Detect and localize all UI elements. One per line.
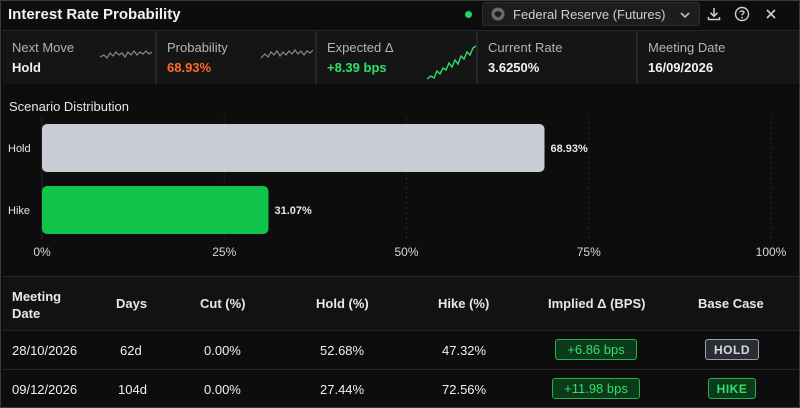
data-label: 68.93% bbox=[550, 143, 588, 155]
column-header-hold: Hold (%) bbox=[316, 296, 369, 311]
source-select-label: Federal Reserve (Futures) bbox=[513, 6, 666, 22]
stat-next-move: Next Move Hold bbox=[2, 31, 155, 84]
stat-divider bbox=[155, 31, 157, 84]
close-icon[interactable] bbox=[762, 5, 780, 23]
stat-value: +8.39 bps bbox=[327, 60, 387, 75]
stats-row: Next Move Hold Probability 68.93% Expect… bbox=[2, 30, 799, 84]
cell-meeting-date: 28/10/2026 bbox=[12, 343, 78, 358]
stat-expected-delta: Expected Δ +8.39 bps bbox=[317, 31, 477, 84]
stat-value: 3.6250% bbox=[488, 60, 540, 75]
stat-divider bbox=[315, 31, 317, 84]
x-tick-label: 50% bbox=[394, 245, 418, 259]
cell-cut: 0.00% bbox=[204, 382, 241, 397]
stat-meeting-date: Meeting Date 16/09/2026 bbox=[638, 31, 799, 84]
table-row[interactable]: 09/12/2026 104d 0.00% 27.44% 72.56% +11.… bbox=[2, 371, 799, 408]
x-tick-label: 100% bbox=[756, 245, 787, 259]
stat-label: Next Move bbox=[12, 40, 75, 55]
implied-delta-badge: +6.86 bps bbox=[555, 339, 637, 360]
help-icon[interactable] bbox=[733, 5, 751, 23]
live-status-indicator bbox=[465, 11, 472, 18]
implied-delta-badge: +11.98 bps bbox=[552, 378, 640, 399]
cell-hike: 47.32% bbox=[442, 343, 487, 358]
data-label: 31.07% bbox=[275, 205, 313, 217]
table-header: Meeting Date Days Cut (%) Hold (%) Hike … bbox=[2, 276, 799, 331]
column-header-days: Days bbox=[116, 296, 148, 311]
cell-days: 104d bbox=[118, 382, 147, 397]
cell-hold: 52.68% bbox=[320, 343, 365, 358]
x-tick-label: 25% bbox=[212, 245, 236, 259]
category-label: Hike bbox=[8, 205, 30, 217]
table-row[interactable]: 28/10/2026 62d 0.00% 52.68% 47.32% +6.86… bbox=[2, 332, 799, 370]
widget-title: Interest Rate Probability bbox=[8, 6, 181, 23]
cell-cut: 0.00% bbox=[204, 343, 241, 358]
base-case-badge: HIKE bbox=[708, 378, 756, 399]
chart-title: Scenario Distribution bbox=[9, 99, 129, 114]
source-select[interactable]: Federal Reserve (Futures) bbox=[482, 2, 700, 26]
bar-hike bbox=[42, 186, 269, 234]
bar-hold bbox=[42, 124, 545, 172]
download-icon[interactable] bbox=[705, 5, 723, 23]
stat-label: Probability bbox=[167, 40, 228, 55]
column-header-cut: Cut (%) bbox=[200, 296, 246, 311]
base-case-badge: HOLD bbox=[705, 339, 759, 360]
cell-days: 62d bbox=[120, 343, 142, 358]
sparkline-icon bbox=[261, 49, 313, 59]
stat-label: Expected Δ bbox=[327, 40, 394, 55]
stat-value: Hold bbox=[12, 60, 41, 75]
stat-current-rate: Current Rate 3.6250% bbox=[478, 31, 636, 84]
x-tick-label: 0% bbox=[33, 245, 51, 259]
stat-value: 16/09/2026 bbox=[648, 60, 714, 75]
stat-value: 68.93% bbox=[167, 60, 212, 75]
widget-header: Interest Rate Probability Federal Reserv… bbox=[1, 1, 799, 29]
cell-hike: 72.56% bbox=[442, 382, 487, 397]
column-header-base-case: Base Case bbox=[698, 296, 764, 311]
stat-label: Meeting Date bbox=[648, 40, 726, 55]
x-tick-label: 75% bbox=[577, 245, 601, 259]
stat-divider bbox=[476, 31, 478, 84]
scenario-distribution-chart: 0% 25% 50% 75% 100% Hold 68.93% Hike 31.07% bbox=[8, 117, 787, 259]
federal-reserve-seal-icon bbox=[490, 6, 506, 22]
column-header-implied: Implied Δ (BPS) bbox=[548, 296, 646, 311]
cell-hold: 27.44% bbox=[320, 382, 365, 397]
sparkline-icon bbox=[100, 50, 152, 59]
cell-meeting-date: 09/12/2026 bbox=[12, 382, 78, 397]
column-header-hike: Hike (%) bbox=[438, 296, 490, 311]
stat-divider bbox=[636, 31, 638, 84]
category-label: Hold bbox=[8, 143, 31, 155]
column-header-meeting-date: Meeting Date bbox=[12, 289, 62, 321]
stat-probability: Probability 68.93% bbox=[157, 31, 315, 84]
chevron-down-icon bbox=[679, 8, 691, 20]
stat-label: Current Rate bbox=[488, 40, 563, 55]
sparkline-icon bbox=[427, 45, 477, 80]
